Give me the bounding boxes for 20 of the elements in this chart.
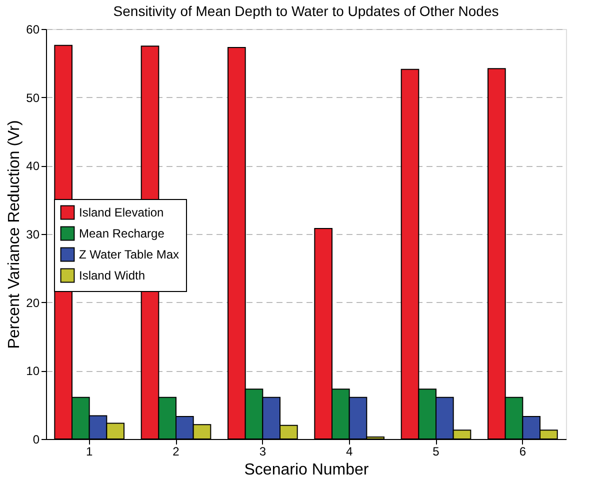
x-axis-title: Scenario Number (244, 462, 370, 478)
x-tick-label: 3 (259, 444, 266, 458)
y-tick-label: 10 (26, 364, 40, 378)
y-tick-label: 30 (26, 228, 40, 242)
x-tick-label: 1 (86, 444, 93, 458)
x-tick-label: 5 (432, 444, 440, 458)
y-tick-label: 20 (26, 296, 40, 310)
y-tick-label: 0 (32, 432, 40, 446)
chart-title: Sensitivity of Mean Depth to Water to Updates of Other Nodes (113, 3, 499, 19)
x-tick-label: 2 (172, 444, 180, 458)
y-tick-label: 50 (26, 90, 40, 105)
legend-label: Z Water Table Max (79, 248, 180, 262)
y-tick-label: 60 (26, 22, 40, 36)
x-tick-label: 4 (346, 444, 353, 458)
legend-label: Mean Recharge (79, 226, 165, 240)
y-axis-title: Percent Variance Reduction (Vr) (6, 120, 24, 349)
legend-label: Island Elevation (79, 206, 164, 220)
legend-label: Island Width (79, 268, 146, 282)
y-tick-label: 40 (26, 159, 40, 174)
x-tick-label: 6 (519, 444, 526, 458)
